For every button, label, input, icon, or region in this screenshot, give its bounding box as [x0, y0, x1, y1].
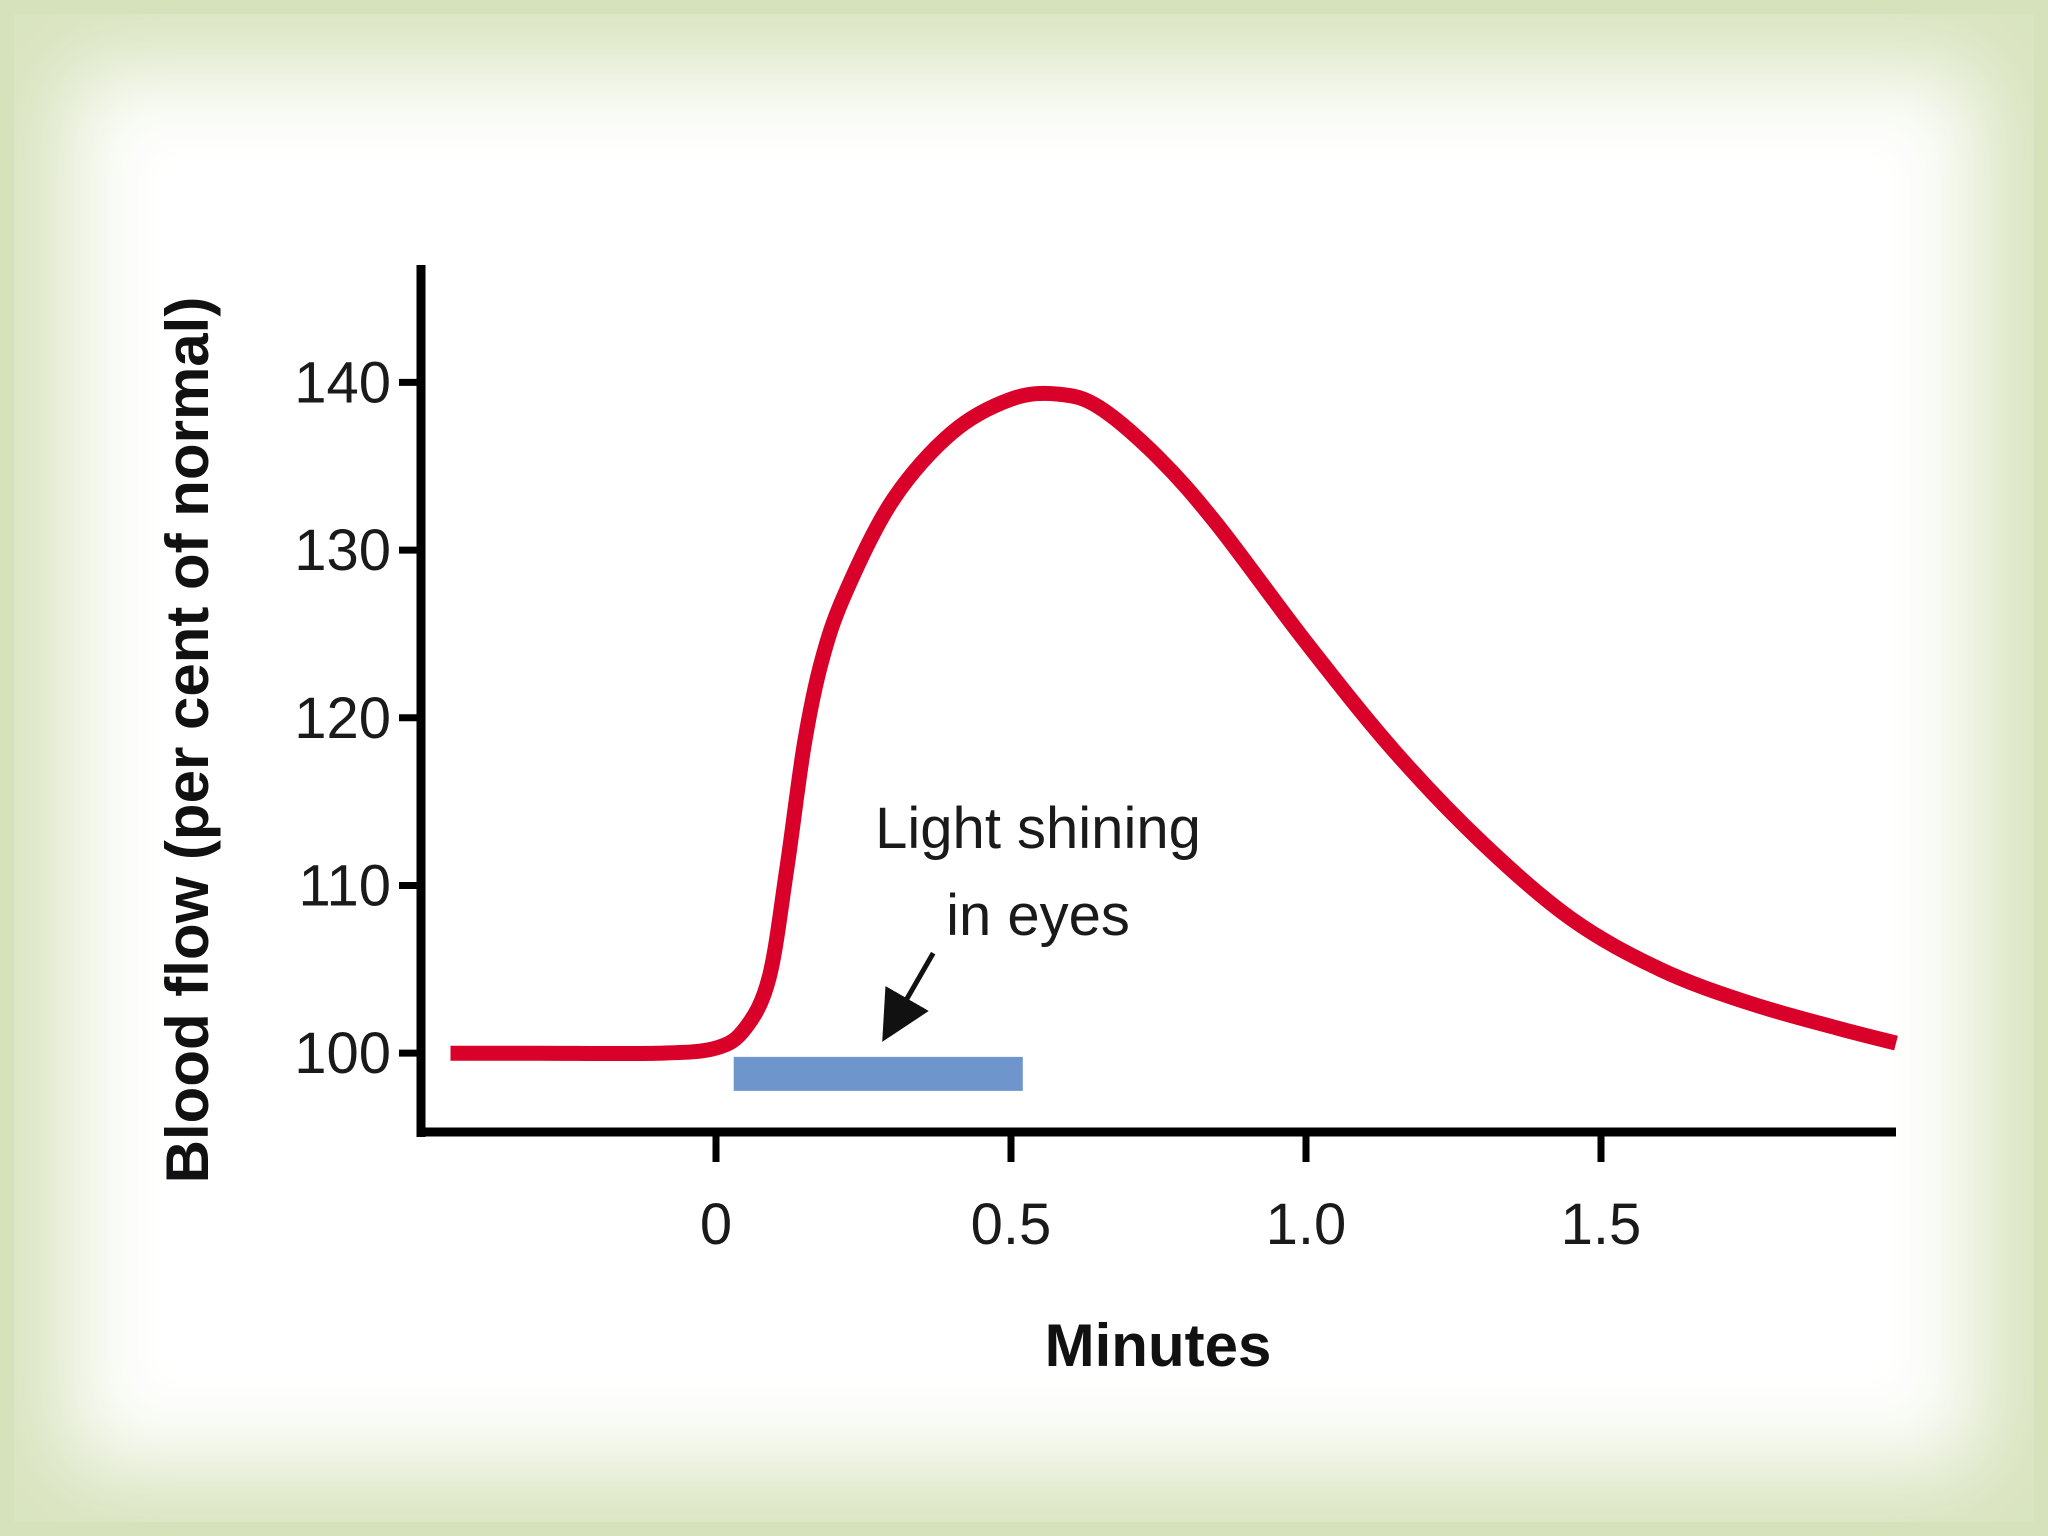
- x-tick-label: 0: [700, 1192, 732, 1257]
- annotation-arrow: [882, 951, 936, 1042]
- annotation-line-1: Light shining: [875, 796, 1201, 861]
- x-tick-label: 1.5: [1561, 1192, 1642, 1257]
- x-tick-label: 1.0: [1266, 1192, 1347, 1257]
- axes: [416, 265, 1896, 1137]
- y-tick-label: 100: [294, 1021, 391, 1086]
- blood-flow-line: [450, 385, 1898, 1062]
- y-tick-label: 120: [294, 686, 391, 751]
- ticks: 100 110 120 130 140 0 0.5 1.0 1.5: [294, 350, 1641, 1257]
- annotation-line-2: in eyes: [946, 883, 1130, 948]
- chart-panel: [14, 14, 2034, 1522]
- marks: [450, 385, 1898, 1091]
- x-axis-title: Minutes: [1045, 1312, 1272, 1379]
- y-tick-label: 110: [299, 853, 391, 918]
- labels: Minutes Blood flow (per cent of normal) …: [154, 297, 1271, 1379]
- y-tick-label: 140: [294, 350, 391, 415]
- y-axis-title: Blood flow (per cent of normal): [154, 297, 221, 1184]
- y-tick-label: 130: [294, 518, 391, 583]
- x-tick-label: 0.5: [971, 1192, 1052, 1257]
